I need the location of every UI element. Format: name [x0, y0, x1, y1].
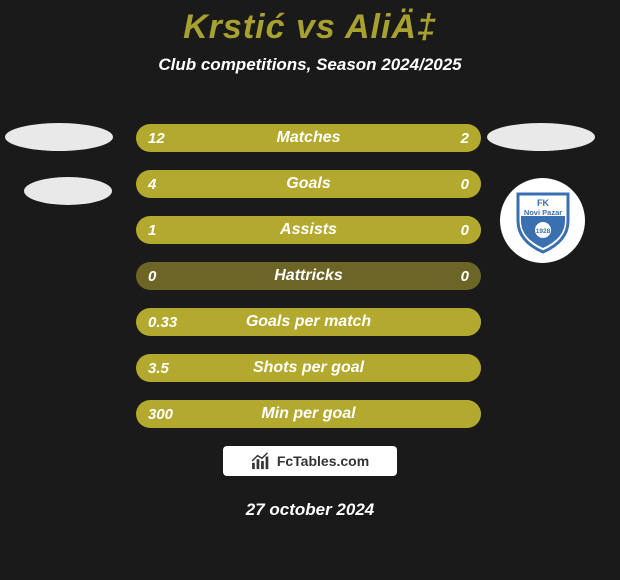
club-badge-right: FK Novi Pazar 1928	[500, 178, 585, 263]
page-title: Krstić vs AliÄ‡	[183, 8, 437, 47]
stat-bar: Min per goal300	[136, 400, 481, 428]
stat-bar: Assists10	[136, 216, 481, 244]
club-badge-text-year: 1928	[535, 228, 550, 235]
club-badge-left-placeholder	[24, 177, 112, 205]
player-avatar-left-placeholder	[5, 123, 113, 151]
stat-bar-left-value: 0	[148, 262, 156, 290]
stat-bar: Goals40	[136, 170, 481, 198]
stat-bar-left-fill	[136, 124, 405, 152]
stat-bar-label: Hattricks	[136, 262, 481, 290]
player-avatar-right-placeholder	[487, 123, 595, 151]
stat-bar: Shots per goal3.5	[136, 354, 481, 382]
club-badge-text-top: FK	[537, 198, 549, 208]
stat-bar-left-fill	[136, 308, 481, 336]
club-badge-text-mid: Novi Pazar	[523, 208, 561, 217]
chart-icon	[251, 452, 273, 470]
date-text: 27 october 2024	[246, 500, 375, 520]
watermark-text: FcTables.com	[277, 453, 369, 469]
stat-bar-right-value: 0	[461, 262, 469, 290]
club-badge-right-icon: FK Novi Pazar 1928	[508, 186, 578, 256]
stat-bar: Goals per match0.33	[136, 308, 481, 336]
stat-bar-left-fill	[136, 400, 481, 428]
stat-bar: Hattricks0 0	[136, 262, 481, 290]
stat-bar-left-fill	[136, 170, 481, 198]
watermark-badge: FcTables.com	[223, 446, 397, 476]
stat-bar: Matches122	[136, 124, 481, 152]
stats-bars: Matches122 Goals40 Assists10 Hattricks0 0 Goa…	[136, 124, 481, 428]
page-subtitle: Club competitions, Season 2024/2025	[158, 55, 461, 75]
stat-bar-left-fill	[136, 354, 481, 382]
stat-bar-left-fill	[136, 216, 481, 244]
stat-bar-right-fill	[405, 124, 481, 152]
content-root: Krstić vs AliÄ‡ Club competitions, Seaso…	[0, 0, 620, 580]
